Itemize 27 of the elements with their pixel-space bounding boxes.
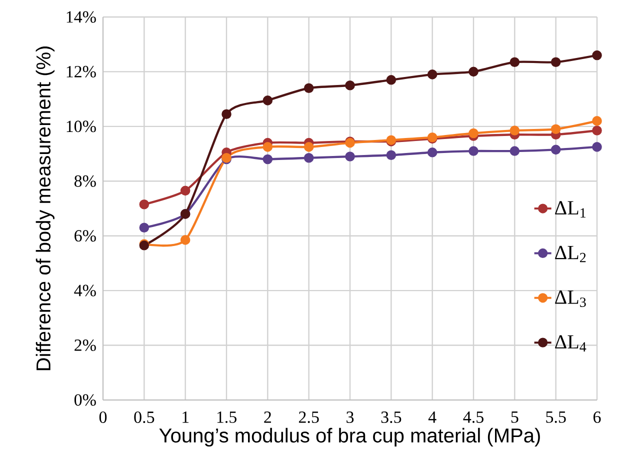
y-tick-label: 8% — [74, 175, 96, 187]
y-tick-label: 0% — [74, 394, 96, 406]
x-tick-label: 6 — [593, 412, 601, 423]
legend-label: ΔL$_{1}$ — [555, 201, 586, 218]
x-tick-label: 2 — [264, 412, 271, 423]
y-tick-label: 2% — [74, 340, 96, 352]
x-tick-label: 1.5 — [217, 412, 236, 423]
x-tick-label: 2.5 — [298, 412, 319, 423]
y-tick-label: 10% — [66, 120, 96, 132]
x-tick-label: 5 — [511, 412, 518, 423]
legend-label: ΔL$_{3}$ — [555, 290, 586, 307]
y-axis-title: Difference of body measurement (%) — [36, 46, 54, 370]
y-tick-label: 6% — [74, 230, 96, 242]
legend-label: ΔL$_{2}$ — [555, 246, 586, 262]
x-tick-label: 3.5 — [381, 412, 402, 423]
x-tick-label: 4 — [428, 412, 436, 423]
y-tick-label: 4% — [74, 284, 96, 296]
y-tick-label: 12% — [66, 66, 96, 78]
x-tick-label: 4.5 — [463, 412, 484, 423]
x-axis-title: Young’s modulus of bra cup material (MPa) — [159, 428, 540, 447]
x-tick-label: 0 — [99, 412, 107, 423]
x-tick-label: 5.5 — [546, 412, 566, 423]
x-tick-label: 0.5 — [134, 412, 154, 424]
legend-label: ΔL$_{4}$ — [555, 335, 586, 352]
x-tick-label: 1 — [182, 412, 189, 423]
x-tick-label: 3 — [346, 412, 354, 423]
y-tick-label: 14% — [66, 11, 96, 23]
